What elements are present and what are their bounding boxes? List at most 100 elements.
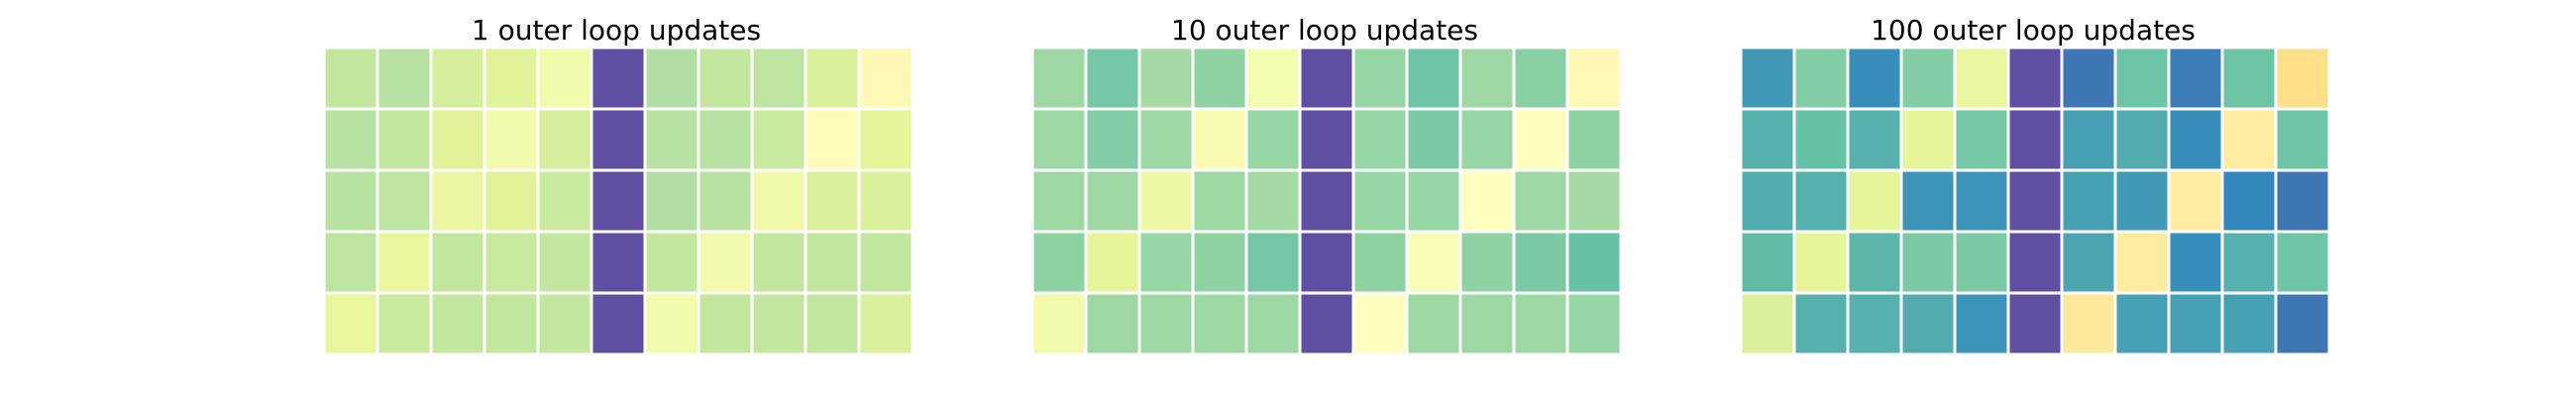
panel-3-title: 100 outer loop updates xyxy=(1871,14,2196,47)
heatmap-cell-p2-r2-c6 xyxy=(1298,107,1355,172)
heatmap-cell-p3-r2-c1 xyxy=(1739,107,1796,172)
heatmap-cell-p1-r1-c4 xyxy=(483,46,540,111)
heatmap-cell-p2-r1-c11 xyxy=(1565,46,1623,111)
heatmap-cell-p3-r5-c9 xyxy=(2167,291,2224,356)
heatmap-cell-p3-r4-c7 xyxy=(2060,230,2117,295)
heatmap-cell-p1-r5-c9 xyxy=(750,291,807,356)
heatmap-cell-p2-r3-c5 xyxy=(1244,168,1302,234)
heatmap-cell-p2-r4-c10 xyxy=(1512,230,1569,295)
heatmap-cell-p2-r1-c4 xyxy=(1191,46,1248,111)
heatmap-cell-p1-r1-c5 xyxy=(536,46,593,111)
heatmap-cell-p3-r5-c4 xyxy=(1899,291,1957,356)
heatmap-cell-p1-r3-c10 xyxy=(804,168,861,234)
heatmap-cell-p1-r2-c7 xyxy=(643,107,700,172)
heatmap-cell-p2-r5-c6 xyxy=(1298,291,1355,356)
heatmap-cell-p2-r1-c9 xyxy=(1458,46,1516,111)
heatmap-cell-p3-r2-c9 xyxy=(2167,107,2224,172)
heatmap-cell-p3-r3-c10 xyxy=(2220,168,2278,234)
heatmap-cell-p1-r1-c7 xyxy=(643,46,700,111)
heatmap-cell-p3-r4-c1 xyxy=(1739,230,1796,295)
heatmap-cell-p2-r2-c2 xyxy=(1084,107,1141,172)
heatmap-cell-p3-r4-c9 xyxy=(2167,230,2224,295)
heatmap-cell-p3-r5-c5 xyxy=(1953,291,2010,356)
heatmap-cell-p3-r1-c11 xyxy=(2274,46,2331,111)
panel-1-title: 1 outer loop updates xyxy=(472,14,761,47)
heatmap-cell-p3-r5-c8 xyxy=(2113,291,2171,356)
heatmap-cell-p2-r3-c1 xyxy=(1030,168,1088,234)
heatmap-cell-p2-r1-c3 xyxy=(1137,46,1195,111)
heatmap-cell-p2-r2-c8 xyxy=(1405,107,1462,172)
heatmap-cell-p1-r3-c9 xyxy=(750,168,807,234)
heatmap-cell-p2-r2-c9 xyxy=(1458,107,1516,172)
heatmap-cell-p2-r3-c7 xyxy=(1351,168,1409,234)
heatmap-cell-p3-r1-c8 xyxy=(2113,46,2171,111)
heatmap-cell-p3-r1-c2 xyxy=(1792,46,1850,111)
heatmap-cell-p2-r5-c10 xyxy=(1512,291,1569,356)
heatmap-cell-p1-r1-c8 xyxy=(697,46,754,111)
heatmap-cell-p2-r3-c6 xyxy=(1298,168,1355,234)
heatmap-cell-p3-r1-c9 xyxy=(2167,46,2224,111)
heatmap-cell-p3-r3-c8 xyxy=(2113,168,2171,234)
heatmap-cell-p3-r5-c1 xyxy=(1739,291,1796,356)
heatmap-cell-p1-r3-c2 xyxy=(376,168,433,234)
heatmap-cell-p3-r3-c4 xyxy=(1899,168,1957,234)
heatmap-cell-p3-r2-c8 xyxy=(2113,107,2171,172)
heatmap-cell-p3-r1-c6 xyxy=(2006,46,2064,111)
heatmap-cell-p3-r3-c11 xyxy=(2274,168,2331,234)
heatmap-cell-p1-r5-c1 xyxy=(322,291,379,356)
panel-2-heatmap xyxy=(1030,46,1623,356)
heatmap-cell-p3-r2-c6 xyxy=(2006,107,2064,172)
heatmap-cell-p2-r4-c8 xyxy=(1405,230,1462,295)
heatmap-cell-p3-r3-c7 xyxy=(2060,168,2117,234)
heatmap-cell-p2-r3-c4 xyxy=(1191,168,1248,234)
heatmap-cell-p1-r5-c10 xyxy=(804,291,861,356)
heatmap-cell-p2-r5-c4 xyxy=(1191,291,1248,356)
heatmap-cell-p2-r4-c5 xyxy=(1244,230,1302,295)
heatmap-cell-p3-r4-c2 xyxy=(1792,230,1850,295)
heatmap-cell-p1-r1-c1 xyxy=(322,46,379,111)
heatmap-cell-p1-r4-c5 xyxy=(536,230,593,295)
heatmap-cell-p3-r1-c7 xyxy=(2060,46,2117,111)
heatmap-cell-p3-r5-c7 xyxy=(2060,291,2117,356)
heatmap-cell-p2-r4-c9 xyxy=(1458,230,1516,295)
heatmap-cell-p2-r2-c1 xyxy=(1030,107,1088,172)
heatmap-cell-p2-r4-c11 xyxy=(1565,230,1623,295)
heatmap-cell-p2-r3-c11 xyxy=(1565,168,1623,234)
heatmap-cell-p2-r1-c1 xyxy=(1030,46,1088,111)
heatmap-cell-p3-r3-c5 xyxy=(1953,168,2010,234)
heatmap-cell-p1-r2-c6 xyxy=(590,107,647,172)
heatmap-cell-p1-r5-c7 xyxy=(643,291,700,356)
heatmap-cell-p1-r4-c7 xyxy=(643,230,700,295)
heatmap-cell-p1-r5-c3 xyxy=(429,291,486,356)
heatmap-cell-p3-r4-c3 xyxy=(1846,230,1903,295)
heatmap-cell-p2-r3-c10 xyxy=(1512,168,1569,234)
heatmap-cell-p2-r5-c3 xyxy=(1137,291,1195,356)
heatmap-cell-p2-r5-c2 xyxy=(1084,291,1141,356)
heatmap-cell-p2-r4-c2 xyxy=(1084,230,1141,295)
heatmap-cell-p2-r1-c10 xyxy=(1512,46,1569,111)
heatmap-cell-p1-r3-c6 xyxy=(590,168,647,234)
heatmap-cell-p1-r5-c4 xyxy=(483,291,540,356)
heatmap-cell-p3-r5-c2 xyxy=(1792,291,1850,356)
heatmap-cell-p2-r3-c3 xyxy=(1137,168,1195,234)
heatmap-cell-p3-r4-c5 xyxy=(1953,230,2010,295)
heatmap-cell-p1-r3-c4 xyxy=(483,168,540,234)
heatmap-cell-p1-r1-c3 xyxy=(429,46,486,111)
heatmap-cell-p1-r4-c6 xyxy=(590,230,647,295)
heatmap-cell-p2-r2-c4 xyxy=(1191,107,1248,172)
heatmap-cell-p1-r3-c3 xyxy=(429,168,486,234)
heatmap-cell-p1-r2-c1 xyxy=(322,107,379,172)
heatmap-cell-p3-r4-c6 xyxy=(2006,230,2064,295)
heatmap-cell-p3-r3-c2 xyxy=(1792,168,1850,234)
heatmap-cell-p2-r4-c4 xyxy=(1191,230,1248,295)
heatmap-cell-p1-r5-c2 xyxy=(376,291,433,356)
heatmap-cell-p3-r1-c4 xyxy=(1899,46,1957,111)
heatmap-cell-p1-r4-c3 xyxy=(429,230,486,295)
heatmap-cell-p3-r2-c2 xyxy=(1792,107,1850,172)
heatmap-cell-p3-r3-c9 xyxy=(2167,168,2224,234)
heatmap-cell-p2-r4-c6 xyxy=(1298,230,1355,295)
heatmap-cell-p3-r4-c11 xyxy=(2274,230,2331,295)
heatmap-cell-p2-r1-c5 xyxy=(1244,46,1302,111)
heatmap-cell-p1-r1-c6 xyxy=(590,46,647,111)
heatmap-cell-p1-r5-c5 xyxy=(536,291,593,356)
